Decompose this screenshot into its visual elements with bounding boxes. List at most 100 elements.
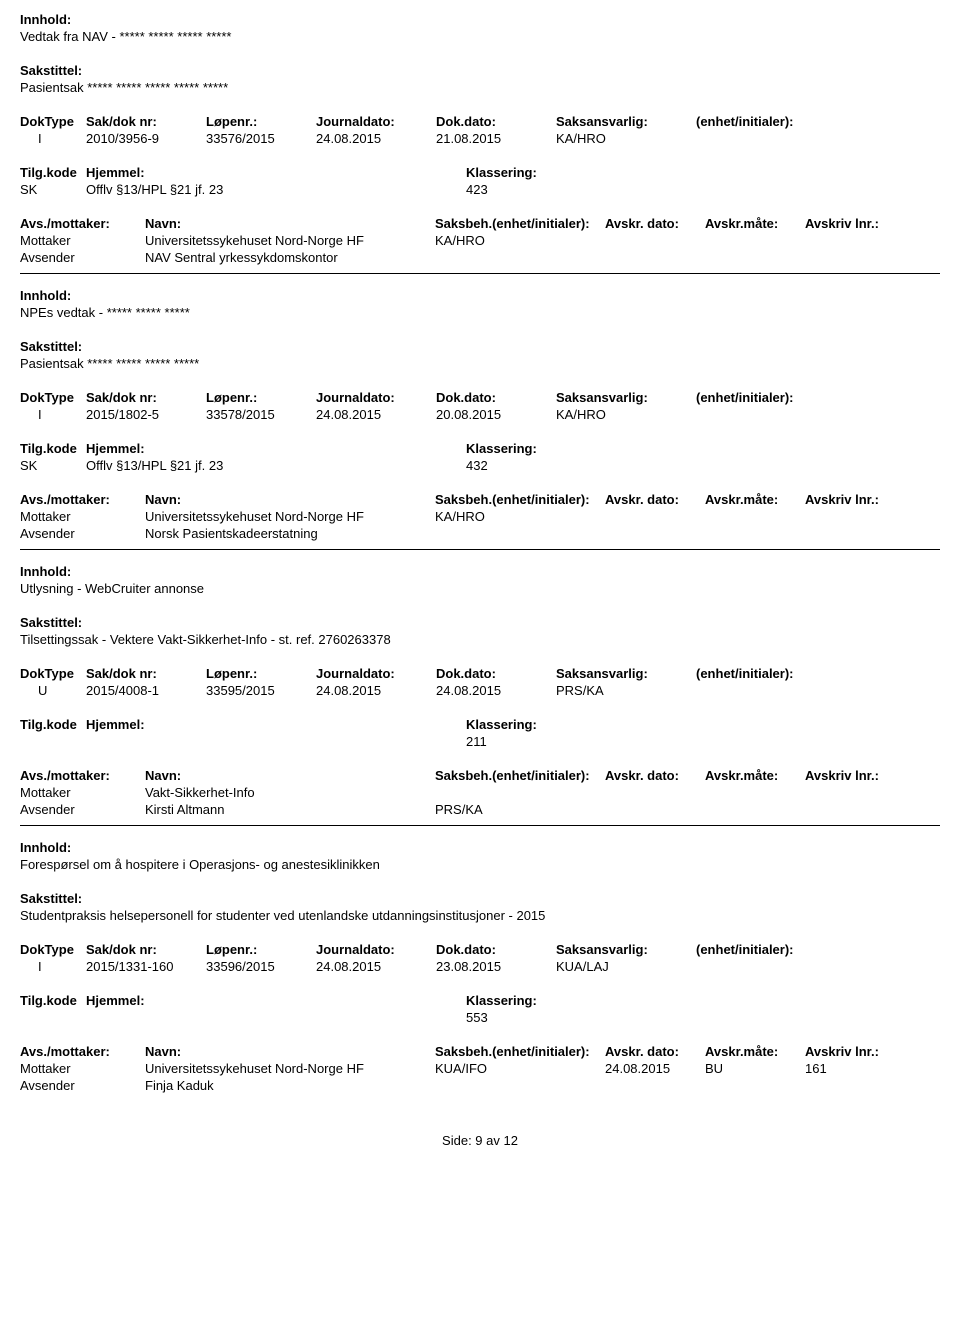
party-avskrmate xyxy=(705,509,805,524)
avsmottaker-label: Avs./mottaker: xyxy=(20,492,145,507)
saksbeh-label: Saksbeh.(enhet/initialer): xyxy=(435,768,605,783)
party-saksbeh xyxy=(435,250,605,265)
tilgkode-value: SK xyxy=(20,182,86,197)
innhold-value: Vedtak fra NAV - ***** ***** ***** ***** xyxy=(20,29,940,44)
spacer xyxy=(20,148,940,163)
spacer xyxy=(20,475,940,490)
party-navn: NAV Sentral yrkessykdomskontor xyxy=(145,250,435,265)
innhold-label: Innhold: xyxy=(20,12,940,27)
hjemmel-label: Hjemmel: xyxy=(86,165,466,180)
lopenr-value: 33595/2015 xyxy=(206,683,316,698)
dokdato-value: 20.08.2015 xyxy=(436,407,556,422)
record-separator xyxy=(20,825,940,826)
spacer xyxy=(20,46,940,61)
innhold-label: Innhold: xyxy=(20,288,940,303)
avskrdato-label: Avskr. dato: xyxy=(605,768,705,783)
party-navn: Norsk Pasientskadeerstatning xyxy=(145,526,435,541)
party-avskrdato xyxy=(605,250,705,265)
journaldato-label: Journaldato: xyxy=(316,390,436,405)
journaldato-value: 24.08.2015 xyxy=(316,959,436,974)
innhold-value: NPEs vedtak - ***** ***** ***** xyxy=(20,305,940,320)
sakstittel-value: Tilsettingssak - Vektere Vakt-Sikkerhet-… xyxy=(20,632,940,647)
tilgkode-label: Tilg.kode xyxy=(20,441,86,456)
party-avskrmate xyxy=(705,526,805,541)
saksansv-value: PRS/KA xyxy=(556,683,696,698)
sakdok-value: 2010/3956-9 xyxy=(86,131,206,146)
avs-header: Avs./mottaker:Navn:Saksbeh.(enhet/initia… xyxy=(20,768,940,783)
tilg-header: Tilg.kodeHjemmel:Klassering: xyxy=(20,717,940,732)
party-row: MottakerUniversitetssykehuset Nord-Norge… xyxy=(20,1061,940,1076)
avs-header: Avs./mottaker:Navn:Saksbeh.(enhet/initia… xyxy=(20,216,940,231)
enhet-label: (enhet/initialer): xyxy=(696,942,940,957)
doktype-value: I xyxy=(20,959,86,974)
journaldato-label: Journaldato: xyxy=(316,114,436,129)
page-footer: Side: 9 av 12 xyxy=(20,1133,940,1148)
journaldato-value: 24.08.2015 xyxy=(316,683,436,698)
doktype-label: DokType xyxy=(20,942,86,957)
meta-values: U2015/4008-133595/201524.08.201524.08.20… xyxy=(20,683,940,698)
saksansv-label: Saksansvarlig: xyxy=(556,114,696,129)
sakdok-value: 2015/1802-5 xyxy=(86,407,206,422)
party-role: Avsender xyxy=(20,250,145,265)
spacer xyxy=(20,1027,940,1042)
party-avskrivlnr xyxy=(805,1078,940,1093)
tilgkode-label: Tilg.kode xyxy=(20,165,86,180)
party-avskrdato xyxy=(605,802,705,817)
saksbeh-label: Saksbeh.(enhet/initialer): xyxy=(435,1044,605,1059)
journaldato-label: Journaldato: xyxy=(316,942,436,957)
tilg-values: SKOfflv §13/HPL §21 jf. 23432 xyxy=(20,458,940,473)
enhet-label: (enhet/initialer): xyxy=(696,666,940,681)
meta-header: DokTypeSak/dok nr:Løpenr.:Journaldato:Do… xyxy=(20,942,940,957)
party-navn: Universitetssykehuset Nord-Norge HF xyxy=(145,509,435,524)
avskrmate-label: Avskr.måte: xyxy=(705,768,805,783)
spacer xyxy=(20,97,940,112)
party-avskrmate xyxy=(705,233,805,248)
enhet-value xyxy=(696,959,940,974)
party-avskrivlnr xyxy=(805,802,940,817)
avskrdato-label: Avskr. dato: xyxy=(605,1044,705,1059)
meta-values: I2010/3956-933576/201524.08.201521.08.20… xyxy=(20,131,940,146)
party-avskrmate xyxy=(705,250,805,265)
sakstittel-value: Pasientsak ***** ***** ***** ***** xyxy=(20,356,940,371)
party-saksbeh xyxy=(435,785,605,800)
footer-text: Side: 9 av 12 xyxy=(442,1133,518,1148)
tilgkode-label: Tilg.kode xyxy=(20,993,86,1008)
party-role: Mottaker xyxy=(20,509,145,524)
record: Innhold:Utlysning - WebCruiter annonse S… xyxy=(20,564,940,826)
party-avskrivlnr xyxy=(805,526,940,541)
party-row: AvsenderFinja Kaduk xyxy=(20,1078,940,1093)
saksbeh-label: Saksbeh.(enhet/initialer): xyxy=(435,216,605,231)
avskrdato-label: Avskr. dato: xyxy=(605,216,705,231)
meta-header: DokTypeSak/dok nr:Løpenr.:Journaldato:Do… xyxy=(20,390,940,405)
dokdato-label: Dok.dato: xyxy=(436,666,556,681)
party-avskrivlnr xyxy=(805,785,940,800)
party-avskrdato xyxy=(605,526,705,541)
party-avskrmate xyxy=(705,1078,805,1093)
party-row: AvsenderNorsk Pasientskadeerstatning xyxy=(20,526,940,541)
tilg-header: Tilg.kodeHjemmel:Klassering: xyxy=(20,165,940,180)
tilgkode-value: SK xyxy=(20,458,86,473)
klassering-label: Klassering: xyxy=(466,441,940,456)
dokdato-value: 23.08.2015 xyxy=(436,959,556,974)
spacer xyxy=(20,424,940,439)
party-avskrivlnr: 161 xyxy=(805,1061,940,1076)
tilg-values: SKOfflv §13/HPL §21 jf. 23423 xyxy=(20,182,940,197)
party-navn: Finja Kaduk xyxy=(145,1078,435,1093)
party-avskrdato xyxy=(605,1078,705,1093)
klassering-value: 211 xyxy=(466,734,940,749)
doktype-value: U xyxy=(20,683,86,698)
saksansv-label: Saksansvarlig: xyxy=(556,942,696,957)
klassering-value: 553 xyxy=(466,1010,940,1025)
klassering-label: Klassering: xyxy=(466,993,940,1008)
avskrivlnr-label: Avskriv lnr.: xyxy=(805,216,940,231)
saksansv-value: KA/HRO xyxy=(556,131,696,146)
sakdok-label: Sak/dok nr: xyxy=(86,666,206,681)
tilgkode-value xyxy=(20,734,86,749)
navn-label: Navn: xyxy=(145,492,435,507)
spacer xyxy=(20,373,940,388)
avskrivlnr-label: Avskriv lnr.: xyxy=(805,492,940,507)
party-avskrdato xyxy=(605,233,705,248)
lopenr-label: Løpenr.: xyxy=(206,114,316,129)
party-navn: Kirsti Altmann xyxy=(145,802,435,817)
journaldato-label: Journaldato: xyxy=(316,666,436,681)
